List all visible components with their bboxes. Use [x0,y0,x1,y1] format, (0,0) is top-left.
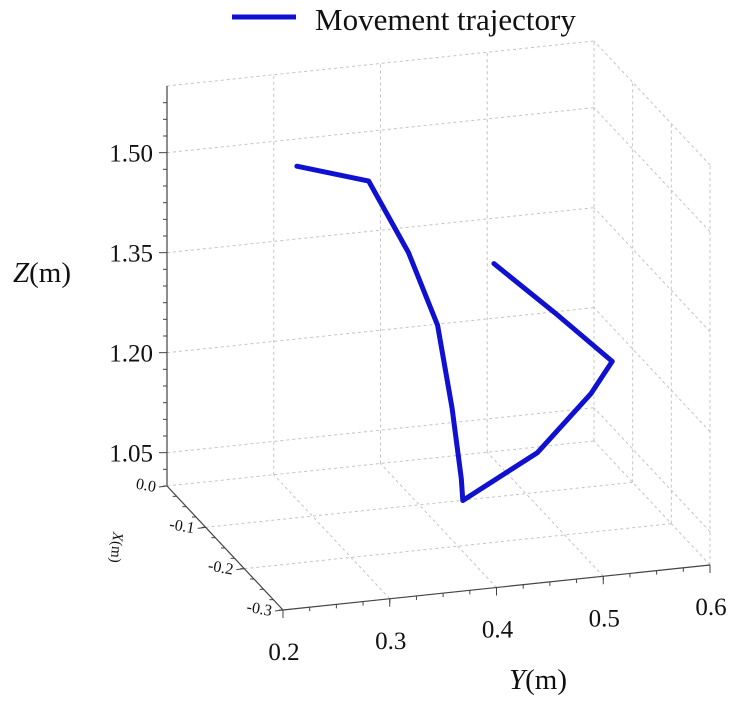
grid-line-floor-y [380,463,497,588]
x-tick-label: -0.2 [207,557,235,578]
y-axis-title: Y(m) [509,664,567,696]
y-axis-title-letter: Y [509,664,528,696]
y-tick-label: 0.5 [589,605,620,632]
legend: Movement trajectory [232,2,576,37]
axis-title-layer: Y(m)Z(m)X(m) [13,257,567,696]
z-axis-title-unit: (m) [29,257,71,289]
grid-line-side-z [593,307,711,433]
z-axis-title: Z(m) [13,257,71,289]
tick-layer: 1.05 1.20 1.35 1.50 0.2 0.3 0.4 0.5 0.6 0.0 -0.1 -0… [109,102,727,666]
x-tick-label: -0.3 [245,599,273,620]
z-tick-label: 1.35 [109,241,153,268]
x-axis-title-letter: X [108,530,125,542]
x-tick-label: 0.0 [135,476,158,496]
grid-line-floor-y [273,474,391,600]
z-tick-label: 1.20 [109,341,153,368]
grid-line-floor-y [486,451,604,577]
y-axis-title-unit: (m) [525,664,567,696]
y-tick-label: 0.2 [268,639,299,666]
x-axis-title-unit: (m) [107,540,125,563]
grid-line-side-z [593,107,711,233]
axis-layer [166,86,711,611]
grid-line-side-top [593,40,711,166]
grid-line-floor-y [593,440,711,566]
x-tick-label: -0.1 [168,516,196,537]
grid-line-floor-x [205,481,633,528]
y-tick-label: 0.4 [482,617,514,644]
x-axis-title: X(m) [107,530,126,563]
series-line [294,163,615,503]
grid-line-side-z [593,407,711,533]
z-axis-title-letter: Z [13,257,30,289]
z-tick-label: 1.50 [109,141,153,168]
y-tick-label: 0.3 [375,628,406,655]
series-layer [294,163,615,503]
y-tick-label: 0.6 [695,594,726,621]
z-tick-label: 1.05 [109,441,153,468]
grid-line-side-z [593,207,711,333]
legend-label: Movement trajectory [315,2,576,37]
